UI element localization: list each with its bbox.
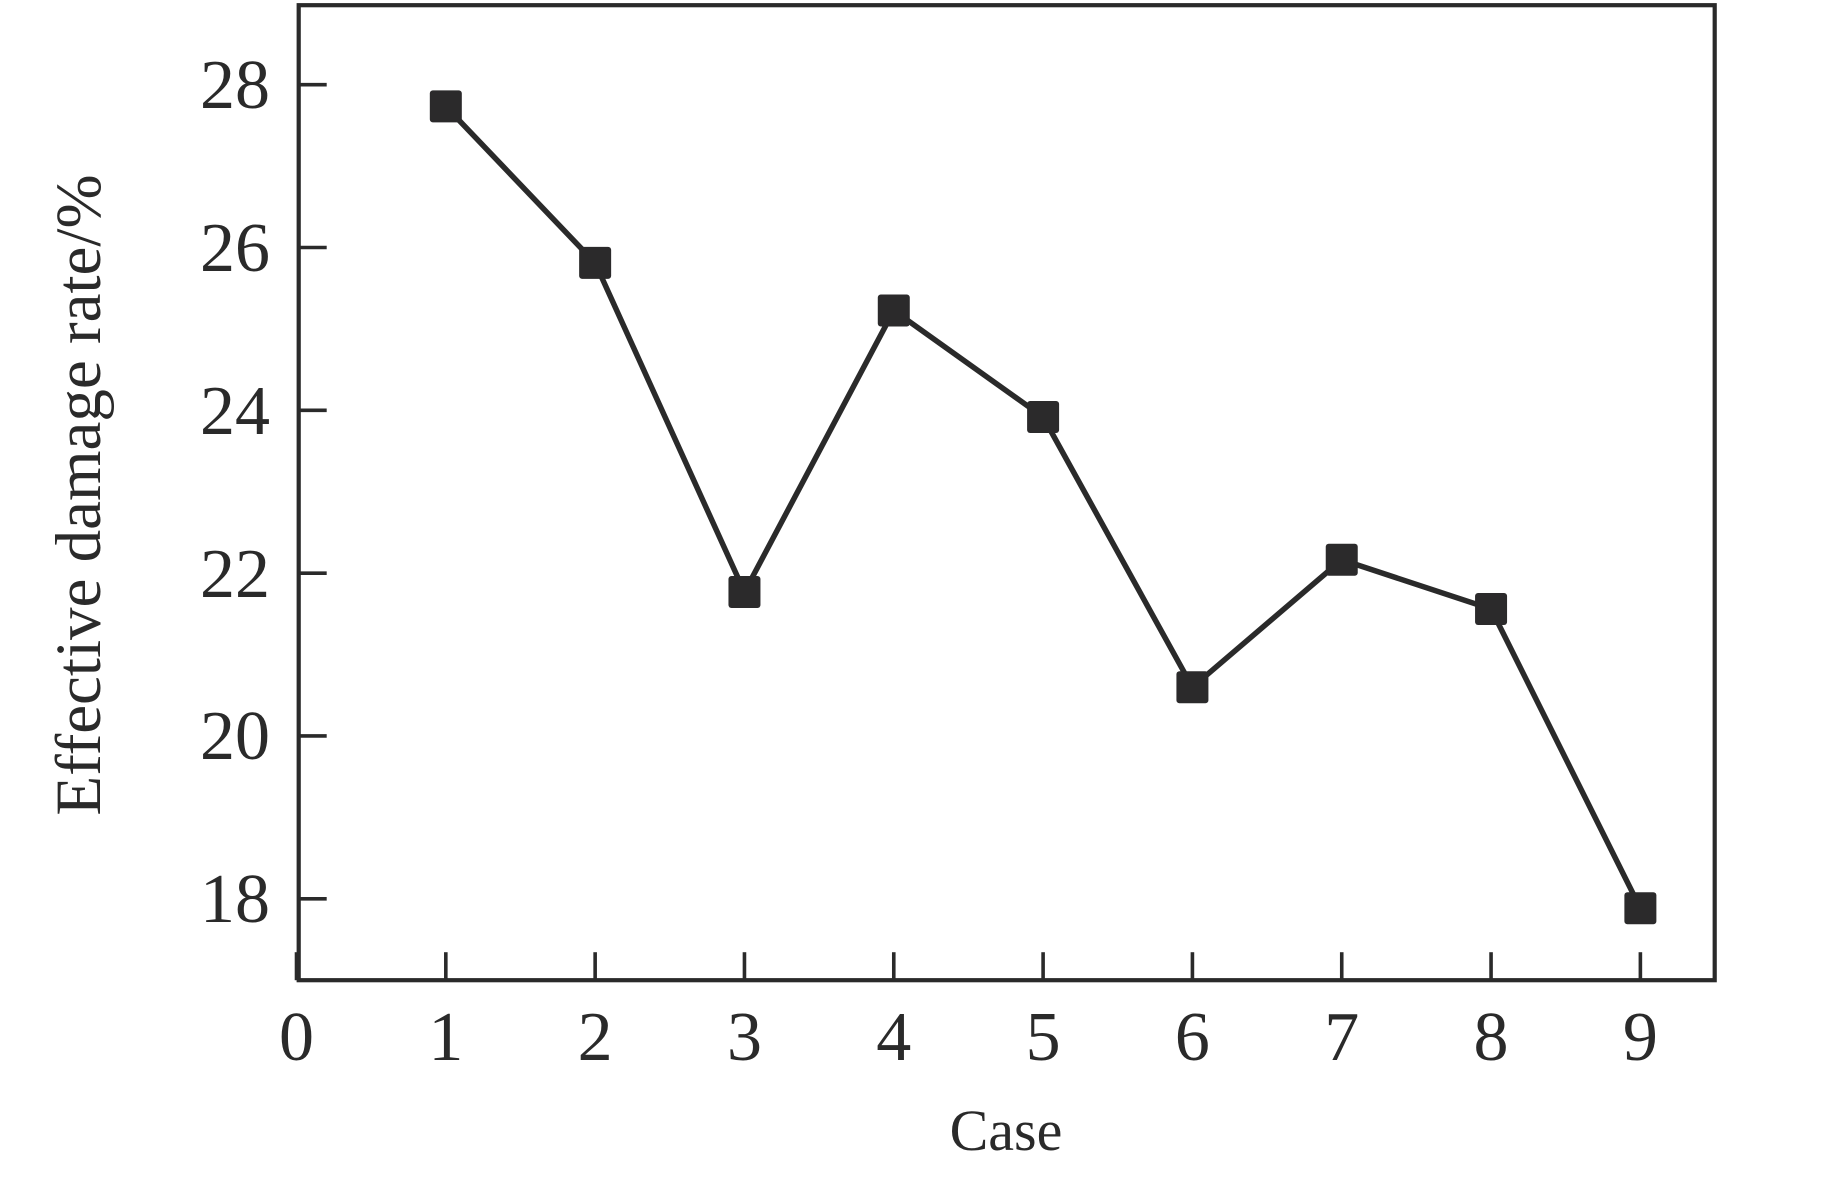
svg-text:26: 26	[200, 210, 270, 287]
svg-text:5: 5	[1026, 999, 1061, 1076]
svg-text:24: 24	[200, 373, 270, 450]
svg-text:20: 20	[200, 698, 270, 775]
svg-text:4: 4	[876, 999, 911, 1076]
svg-text:28: 28	[200, 47, 270, 124]
svg-text:2: 2	[578, 999, 613, 1076]
svg-text:Effective damage rate/%: Effective damage rate/%	[43, 174, 115, 815]
svg-text:9: 9	[1623, 999, 1658, 1076]
svg-text:0: 0	[279, 999, 314, 1076]
svg-text:7: 7	[1324, 999, 1359, 1076]
svg-text:Case: Case	[950, 1098, 1063, 1163]
svg-text:22: 22	[200, 536, 270, 613]
svg-text:8: 8	[1474, 999, 1509, 1076]
svg-text:18: 18	[200, 861, 270, 938]
svg-text:1: 1	[428, 999, 463, 1076]
svg-text:3: 3	[727, 999, 762, 1076]
svg-text:6: 6	[1175, 999, 1210, 1076]
